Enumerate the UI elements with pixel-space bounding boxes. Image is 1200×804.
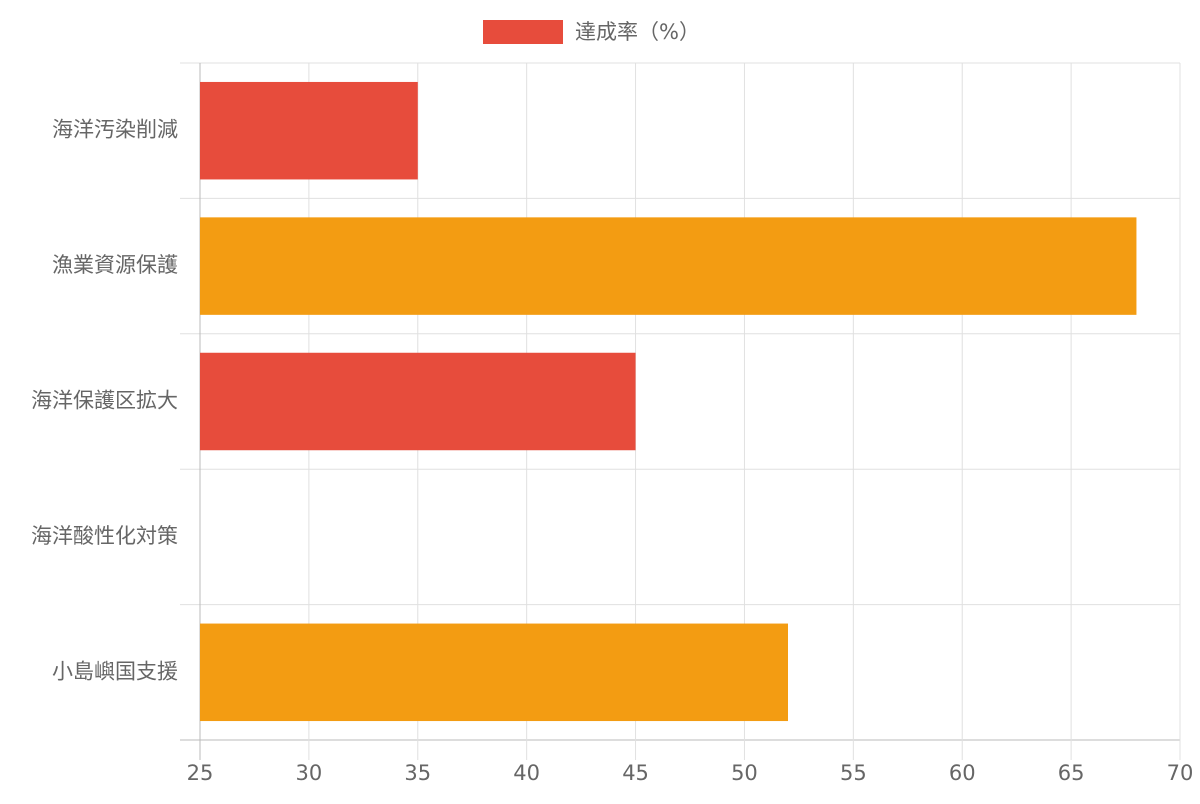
y-tick-label: 海洋酸性化対策	[31, 524, 178, 548]
bar	[200, 623, 788, 722]
x-tick-label: 40	[513, 761, 540, 785]
x-tick-label: 35	[404, 761, 431, 785]
x-tick-label: 45	[622, 761, 649, 785]
x-tick-label: 25	[187, 761, 214, 785]
y-tick-label: 海洋汚染削減	[52, 118, 178, 142]
y-tick-label: 漁業資源保護	[52, 253, 178, 277]
y-tick-label: 海洋保護区拡大	[31, 389, 178, 413]
x-tick-label: 70	[1167, 761, 1194, 785]
legend-label: 達成率（%）	[575, 20, 700, 44]
y-tick-label: 小島嶼国支援	[52, 659, 178, 683]
legend-swatch	[483, 20, 563, 44]
x-tick-label: 55	[840, 761, 867, 785]
x-tick-label: 30	[296, 761, 323, 785]
x-tick-label: 65	[1058, 761, 1085, 785]
x-tick-label: 60	[949, 761, 976, 785]
bar	[200, 217, 1137, 315]
bar	[200, 81, 418, 180]
bar	[200, 352, 636, 451]
x-tick-label: 50	[731, 761, 758, 785]
